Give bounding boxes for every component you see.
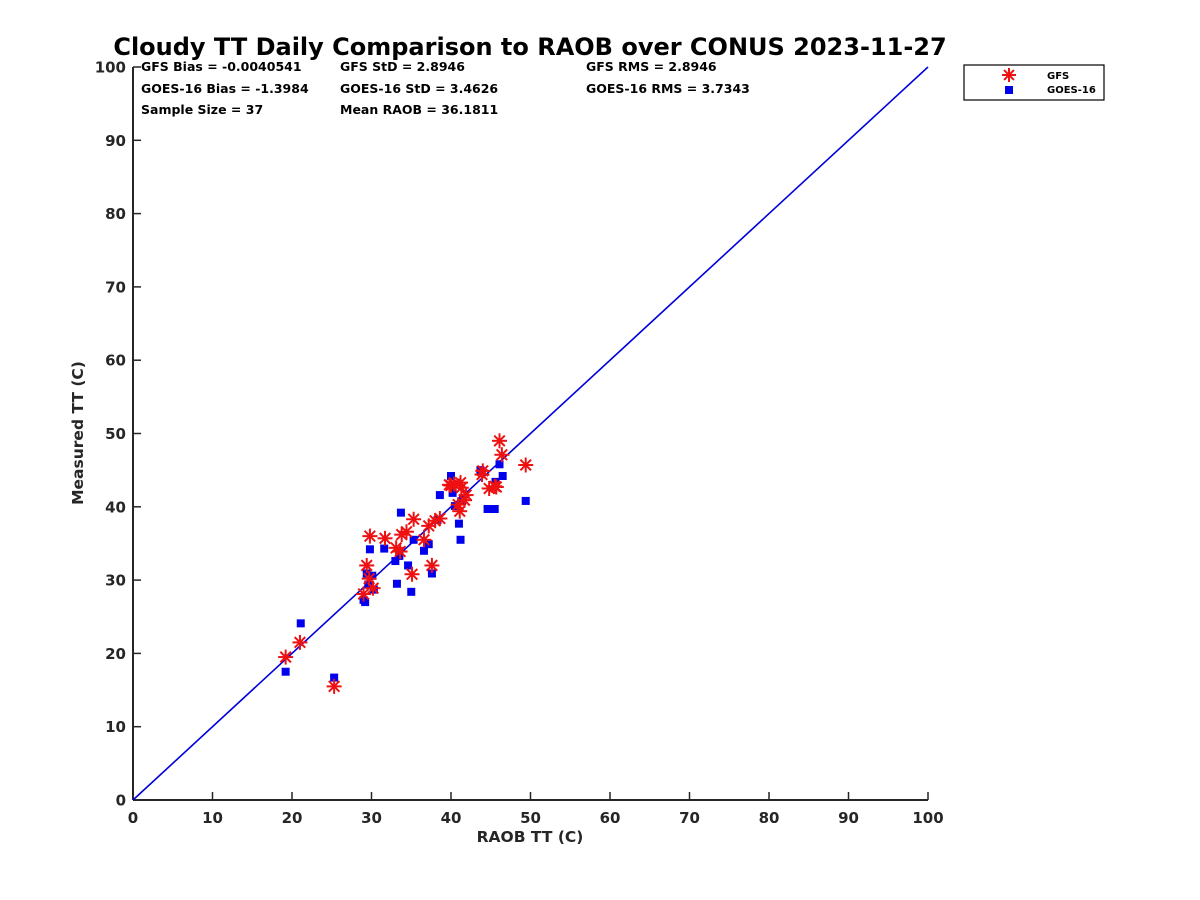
goes-16-points <box>281 460 530 682</box>
y-axis-label: Measured TT (C) <box>69 361 87 505</box>
gfs-legend-asterisk <box>1002 68 1016 82</box>
goes-16-point <box>281 667 290 676</box>
stat-text: GFS StD = 2.8946 <box>340 59 465 74</box>
one-to-one-reference-line <box>132 66 929 801</box>
goes-16-point <box>404 561 413 570</box>
y-tick-label: 40 <box>105 498 126 516</box>
gfs-point <box>458 487 474 503</box>
gfs-point <box>365 580 381 596</box>
y-tick-label: 70 <box>105 278 126 296</box>
legend-goes-16-square-icon <box>1005 86 1013 94</box>
legend-label-gfs: GFS <box>1047 71 1069 82</box>
goes-16-point <box>365 545 374 554</box>
y-tick-label: 30 <box>105 572 126 590</box>
x-tick-label: 40 <box>441 809 462 827</box>
legend: GFS GOES-16 <box>963 64 1105 101</box>
gfs-point <box>359 557 375 573</box>
gfs-point <box>452 503 468 519</box>
x-tick-label: 30 <box>361 809 382 827</box>
x-tick-label: 10 <box>202 809 223 827</box>
goes-16-point <box>427 569 436 578</box>
goes-16-point <box>435 491 444 500</box>
goes-16-point <box>456 535 465 544</box>
goes-16-point <box>330 673 339 682</box>
goes-16-point <box>409 535 418 544</box>
goes-16-point <box>361 598 370 607</box>
gfs-points <box>278 433 534 694</box>
stat-text: GFS Bias = -0.0040541 <box>141 59 302 74</box>
y-tick-label: 80 <box>105 205 126 223</box>
y-tick-label: 100 <box>95 59 126 77</box>
y-tick-label: 10 <box>105 718 126 736</box>
y-tick-label: 60 <box>105 352 126 370</box>
x-tick-label: 90 <box>838 809 859 827</box>
gfs-point <box>326 678 342 694</box>
goes-16-point <box>448 488 457 497</box>
stat-text: GOES-16 StD = 3.4626 <box>340 81 498 96</box>
stats-block: GFS Bias = -0.0040541 GFS StD = 2.8946 GFS… <box>141 59 750 117</box>
x-tick-label: 20 <box>282 809 303 827</box>
gfs-point <box>278 649 294 665</box>
gfs-point <box>475 463 491 479</box>
stat-text: GOES-16 RMS = 3.7343 <box>586 81 750 96</box>
x-tick-label: 50 <box>520 809 541 827</box>
y-tick-label: 90 <box>105 132 126 150</box>
gfs-point <box>292 634 308 650</box>
goes-16-point <box>490 504 499 513</box>
gfs-point <box>377 530 393 546</box>
stat-text: GOES-16 Bias = -1.3984 <box>141 81 309 96</box>
x-tick-label: 0 <box>128 809 138 827</box>
goes-16-point <box>296 619 305 628</box>
gfs-point <box>416 532 432 548</box>
x-tick-label: 100 <box>912 809 943 827</box>
x-axis-ticks: 0 10 20 30 40 50 60 70 80 90 100 <box>128 792 944 827</box>
gfs-point <box>494 447 510 463</box>
gfs-point <box>491 433 507 449</box>
gfs-point <box>432 511 448 527</box>
stat-text: Sample Size = 37 <box>141 102 263 117</box>
goes-16-point <box>447 472 455 481</box>
gfs-point <box>488 479 504 495</box>
gfs-point <box>441 477 457 493</box>
goes-16-point <box>419 546 428 555</box>
x-tick-label: 80 <box>759 809 780 827</box>
goes-16-point <box>391 557 400 566</box>
gfs-point <box>398 524 414 540</box>
y-tick-label: 20 <box>105 645 126 663</box>
goes-16-point <box>521 496 530 505</box>
x-axis-label: RAOB TT (C) <box>477 828 584 846</box>
goes-16-point <box>392 579 401 588</box>
legend-box <box>963 64 1105 101</box>
goes-16-point <box>362 569 371 578</box>
goes-16-point <box>396 508 405 517</box>
gfs-point <box>392 544 408 560</box>
x-tick-label: 60 <box>600 809 621 827</box>
x-tick-label: 70 <box>679 809 700 827</box>
stat-text: Mean RAOB = 36.1811 <box>340 102 498 117</box>
chart-title: Cloudy TT Daily Comparison to RAOB over … <box>113 33 946 61</box>
y-tick-label: 0 <box>116 792 126 810</box>
goes-16-point <box>498 472 507 481</box>
gfs-point <box>518 457 534 473</box>
y-tick-label: 50 <box>105 425 126 443</box>
stat-text: GFS RMS = 2.8946 <box>586 59 717 74</box>
legend-gfs-asterisk-icon <box>1002 68 1016 82</box>
goes-16-point <box>483 504 492 513</box>
goes-16-point <box>380 544 389 553</box>
goes-16-point <box>407 587 416 596</box>
legend-label-goes-16: GOES-16 <box>1047 85 1096 96</box>
y-axis-ticks: 0 10 20 30 40 50 60 70 80 90 100 <box>95 59 141 810</box>
goes-16-point <box>495 460 504 469</box>
gfs-point <box>362 528 378 544</box>
gfs-point <box>404 566 420 582</box>
goes-16-point <box>454 519 463 528</box>
gfs-point <box>406 511 422 527</box>
gfs-point <box>424 557 440 573</box>
